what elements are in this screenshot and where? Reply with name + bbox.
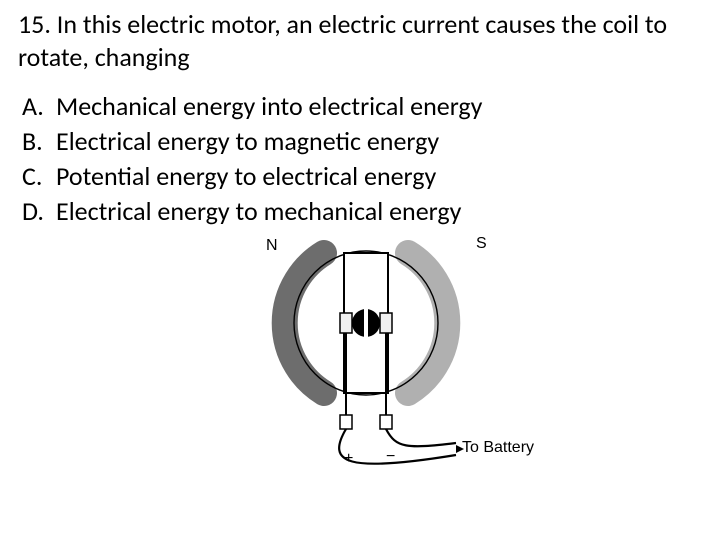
label-battery: To Battery (462, 439, 534, 457)
choice-text: Electrical energy to magnetic energy (56, 124, 439, 159)
choice-letter: A. (22, 89, 56, 124)
motor-diagram: N S + − To Battery (160, 235, 560, 480)
question-text: 15. In this electric motor, an electric … (18, 8, 702, 73)
choices-list: A. Mechanical energy into electrical ene… (22, 89, 702, 229)
choice-letter: B. (22, 124, 56, 159)
label-south: S (476, 235, 487, 253)
choice-text: Mechanical energy into electrical energy (56, 89, 482, 124)
choice-text: Electrical energy to mechanical energy (56, 194, 461, 229)
label-plus: + (344, 450, 353, 468)
choice-c: C. Potential energy to electrical energy (22, 159, 702, 194)
choice-letter: D. (22, 194, 56, 229)
choice-text: Potential energy to electrical energy (56, 159, 436, 194)
choice-a: A. Mechanical energy into electrical ene… (22, 89, 702, 124)
label-minus: − (386, 448, 395, 466)
choice-letter: C. (22, 159, 56, 194)
choice-b: B. Electrical energy to magnetic energy (22, 124, 702, 159)
choice-d: D. Electrical energy to mechanical energ… (22, 194, 702, 229)
label-north: N (266, 237, 278, 255)
